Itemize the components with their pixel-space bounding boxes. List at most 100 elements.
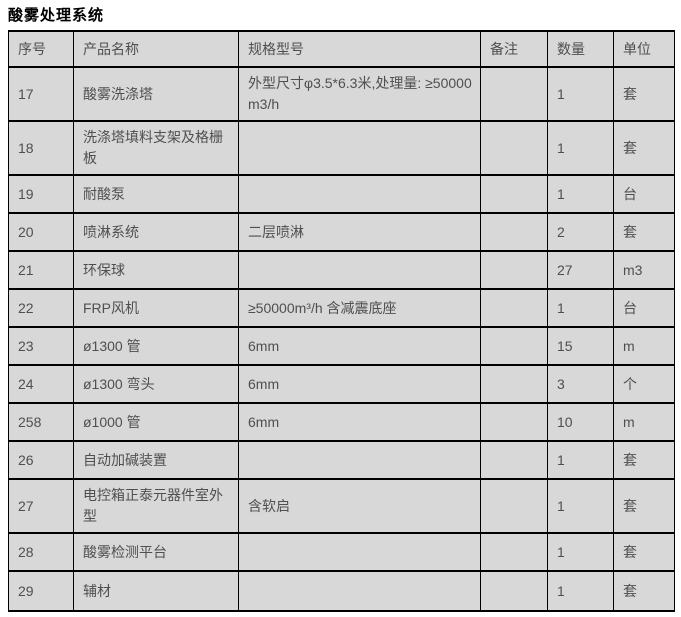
cell-note bbox=[480, 66, 548, 122]
cell-note bbox=[480, 288, 548, 328]
column-header-spec: 规格型号 bbox=[238, 30, 481, 68]
cell-unit: 台 bbox=[613, 288, 675, 328]
cell-qty: 1 bbox=[547, 532, 614, 572]
cell-qty: 3 bbox=[547, 364, 614, 404]
cell-spec: 6mm bbox=[238, 402, 481, 442]
cell-product: 洗涤塔填料支架及格栅板 bbox=[73, 120, 239, 176]
table-row: 29 辅材 1 套 bbox=[8, 570, 675, 612]
cell-unit: 套 bbox=[613, 66, 675, 122]
cell-spec bbox=[238, 532, 481, 572]
cell-unit: 台 bbox=[613, 174, 675, 214]
cell-qty: 1 bbox=[547, 440, 614, 480]
cell-qty: 1 bbox=[547, 66, 614, 122]
cell-product: 辅材 bbox=[73, 570, 239, 612]
cell-spec: 含软启 bbox=[238, 478, 481, 534]
cell-unit: 套 bbox=[613, 478, 675, 534]
cell-qty: 1 bbox=[547, 478, 614, 534]
column-header-serial: 序号 bbox=[8, 30, 74, 68]
table-row: 27 电控箱正泰元器件室外型 含软启 1 套 bbox=[8, 478, 675, 534]
column-header-note: 备注 bbox=[480, 30, 548, 68]
table-row: 26 自动加碱装置 1 套 bbox=[8, 440, 675, 480]
cell-product: 酸雾检测平台 bbox=[73, 532, 239, 572]
cell-product: 喷淋系统 bbox=[73, 212, 239, 252]
cell-serial: 26 bbox=[8, 440, 74, 480]
cell-product: 酸雾洗涤塔 bbox=[73, 66, 239, 122]
page-title: 酸雾处理系统 bbox=[8, 7, 105, 24]
cell-qty: 10 bbox=[547, 402, 614, 442]
cell-qty: 27 bbox=[547, 250, 614, 290]
cell-spec bbox=[238, 250, 481, 290]
cell-spec bbox=[238, 440, 481, 480]
table-row: 19 耐酸泵 1 台 bbox=[8, 174, 675, 214]
cell-serial: 258 bbox=[8, 402, 74, 442]
cell-unit: 套 bbox=[613, 532, 675, 572]
cell-spec bbox=[238, 120, 481, 176]
column-header-qty: 数量 bbox=[547, 30, 614, 68]
cell-spec bbox=[238, 570, 481, 612]
cell-serial: 20 bbox=[8, 212, 74, 252]
cell-qty: 1 bbox=[547, 120, 614, 176]
cell-note bbox=[480, 212, 548, 252]
table-row: 24 ø1300 弯头 6mm 3 个 bbox=[8, 364, 675, 404]
cell-unit: m bbox=[613, 402, 675, 442]
cell-unit: m3 bbox=[613, 250, 675, 290]
cell-note bbox=[480, 402, 548, 442]
cell-spec: 6mm bbox=[238, 364, 481, 404]
cell-serial: 19 bbox=[8, 174, 74, 214]
cell-serial: 23 bbox=[8, 326, 74, 366]
table-row: 18 洗涤塔填料支架及格栅板 1 套 bbox=[8, 120, 675, 176]
cell-product: ø1300 管 bbox=[73, 326, 239, 366]
column-header-unit: 单位 bbox=[613, 30, 675, 68]
cell-note bbox=[480, 440, 548, 480]
table-row: 23 ø1300 管 6mm 15 m bbox=[8, 326, 675, 366]
cell-spec: ≥50000m³/h 含减震底座 bbox=[238, 288, 481, 328]
table-row: 28 酸雾检测平台 1 套 bbox=[8, 532, 675, 572]
column-header-product: 产品名称 bbox=[73, 30, 239, 68]
cell-serial: 21 bbox=[8, 250, 74, 290]
product-table: 序号 产品名称 规格型号 备注 数量 单位 17 酸雾洗涤塔 外型尺寸φ3.5*… bbox=[8, 30, 675, 612]
cell-unit: 套 bbox=[613, 120, 675, 176]
cell-qty: 2 bbox=[547, 212, 614, 252]
cell-serial: 29 bbox=[8, 570, 74, 612]
cell-note bbox=[480, 250, 548, 290]
cell-spec: 外型尺寸φ3.5*6.3米,处理量: ≥50000m3/h bbox=[238, 66, 481, 122]
cell-unit: 套 bbox=[613, 440, 675, 480]
cell-serial: 22 bbox=[8, 288, 74, 328]
cell-serial: 28 bbox=[8, 532, 74, 572]
cell-unit: m bbox=[613, 326, 675, 366]
cell-product: 耐酸泵 bbox=[73, 174, 239, 214]
cell-product: FRP风机 bbox=[73, 288, 239, 328]
cell-note bbox=[480, 120, 548, 176]
cell-product: 环保球 bbox=[73, 250, 239, 290]
cell-serial: 18 bbox=[8, 120, 74, 176]
table-row: 22 FRP风机 ≥50000m³/h 含减震底座 1 台 bbox=[8, 288, 675, 328]
cell-note bbox=[480, 364, 548, 404]
header-row: 序号 产品名称 规格型号 备注 数量 单位 bbox=[8, 30, 675, 68]
cell-serial: 17 bbox=[8, 66, 74, 122]
cell-unit: 个 bbox=[613, 364, 675, 404]
cell-spec bbox=[238, 174, 481, 214]
cell-product: 电控箱正泰元器件室外型 bbox=[73, 478, 239, 534]
table-row: 20 喷淋系统 二层喷淋 2 套 bbox=[8, 212, 675, 252]
cell-note bbox=[480, 478, 548, 534]
cell-note bbox=[480, 326, 548, 366]
cell-serial: 24 bbox=[8, 364, 74, 404]
table-row: 21 环保球 27 m3 bbox=[8, 250, 675, 290]
cell-qty: 1 bbox=[547, 288, 614, 328]
cell-note bbox=[480, 532, 548, 572]
cell-note bbox=[480, 570, 548, 612]
cell-product: ø1300 弯头 bbox=[73, 364, 239, 404]
cell-unit: 套 bbox=[613, 570, 675, 612]
cell-product: 自动加碱装置 bbox=[73, 440, 239, 480]
table-row: 17 酸雾洗涤塔 外型尺寸φ3.5*6.3米,处理量: ≥50000m3/h 1… bbox=[8, 66, 675, 122]
cell-qty: 1 bbox=[547, 174, 614, 214]
cell-qty: 1 bbox=[547, 570, 614, 612]
cell-spec: 二层喷淋 bbox=[238, 212, 481, 252]
cell-unit: 套 bbox=[613, 212, 675, 252]
cell-product: ø1000 管 bbox=[73, 402, 239, 442]
cell-spec: 6mm bbox=[238, 326, 481, 366]
cell-note bbox=[480, 174, 548, 214]
cell-serial: 27 bbox=[8, 478, 74, 534]
table-row: 258 ø1000 管 6mm 10 m bbox=[8, 402, 675, 442]
